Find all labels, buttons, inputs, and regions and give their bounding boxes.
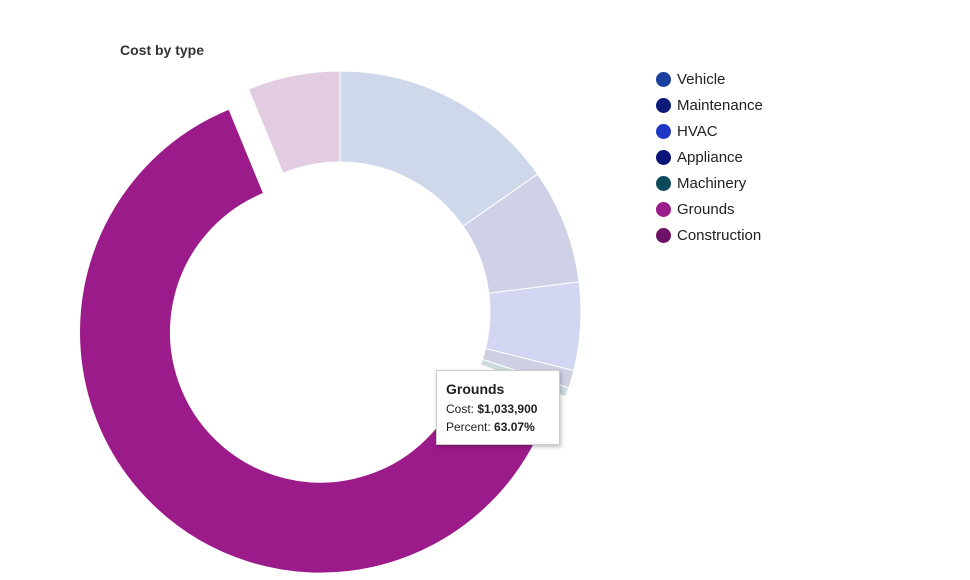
legend-swatch-machinery <box>656 175 671 191</box>
legend-swatch-appliance <box>656 149 671 165</box>
slice-grounds[interactable] <box>79 108 547 574</box>
legend-label-maintenance: Maintenance <box>677 96 763 114</box>
legend-item-construction[interactable]: Construction <box>656 222 763 248</box>
legend-label-hvac: HVAC <box>677 122 718 140</box>
slice-construction[interactable] <box>247 70 341 174</box>
legend-swatch-grounds <box>656 201 671 217</box>
tooltip-cost-row: Cost: $1,033,900 <box>446 400 550 418</box>
tooltip-cost-label: Cost: <box>446 402 475 416</box>
tooltip-percent-label: Percent: <box>446 420 491 434</box>
legend-item-grounds[interactable]: Grounds <box>656 196 763 222</box>
legend-item-vehicle[interactable]: Vehicle <box>656 66 763 92</box>
legend-item-appliance[interactable]: Appliance <box>656 144 763 170</box>
tooltip-percent-row: Percent: 63.07% <box>446 418 550 436</box>
legend-label-construction: Construction <box>677 226 762 244</box>
legend: Vehicle Maintenance HVAC Appliance Machi… <box>656 66 763 248</box>
legend-label-machinery: Machinery <box>677 174 747 192</box>
chart-tooltip: Grounds Cost: $1,033,900 Percent: 63.07% <box>436 370 560 445</box>
legend-swatch-hvac <box>656 123 671 139</box>
tooltip-title: Grounds <box>446 381 505 397</box>
chart-title: Cost by type <box>120 42 205 58</box>
legend-item-hvac[interactable]: HVAC <box>656 118 763 144</box>
tooltip-percent-value: 63.07% <box>494 420 535 434</box>
legend-label-grounds: Grounds <box>677 200 735 218</box>
legend-swatch-construction <box>656 227 671 243</box>
legend-label-appliance: Appliance <box>677 148 743 166</box>
legend-swatch-vehicle <box>656 71 671 87</box>
legend-label-vehicle: Vehicle <box>677 70 726 88</box>
legend-swatch-maintenance <box>656 97 671 113</box>
tooltip-cost-value: $1,033,900 <box>477 402 538 416</box>
legend-item-machinery[interactable]: Machinery <box>656 170 763 196</box>
legend-item-maintenance[interactable]: Maintenance <box>656 92 763 118</box>
